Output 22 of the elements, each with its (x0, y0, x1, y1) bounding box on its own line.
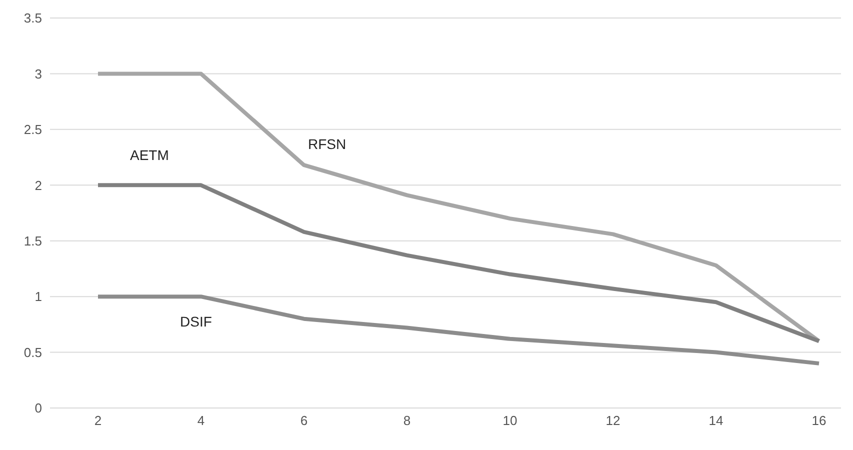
y-tick-label: 2.5 (24, 122, 42, 138)
series-label: RFSN (308, 136, 346, 152)
y-tick-label: 1.5 (24, 233, 42, 248)
x-tick-label: 10 (502, 413, 518, 428)
y-tick-label: 0.5 (24, 344, 42, 360)
line-series (96, 72, 821, 344)
x-tick-label: 8 (403, 413, 411, 428)
series-label: DSIF (180, 314, 212, 330)
line-series (96, 294, 821, 366)
series-label: AETM (130, 147, 169, 164)
x-tick-label: 14 (708, 413, 724, 428)
line-series (96, 183, 821, 344)
y-tick-label: 2 (34, 178, 42, 193)
x-tick-label: 12 (606, 413, 620, 428)
y-tick-label: 0 (34, 400, 42, 416)
y-tick-label: 3 (34, 66, 42, 82)
x-tick-label: 6 (300, 413, 308, 428)
x-tick-label: 4 (197, 413, 205, 428)
y-tick-label: 3.5 (24, 10, 42, 26)
x-tick-label: 16 (812, 413, 826, 428)
y-tick-label: 1 (34, 289, 42, 304)
x-tick-label: 2 (94, 413, 102, 428)
